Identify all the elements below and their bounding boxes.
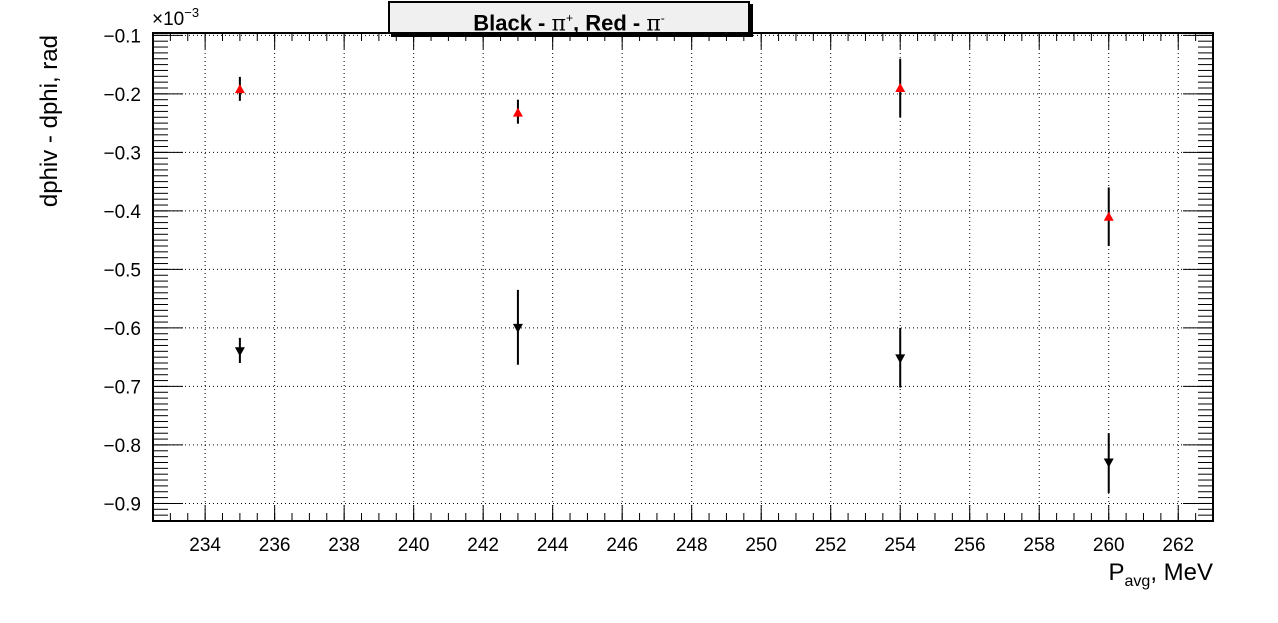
x-tick-label: 262 xyxy=(1162,535,1194,556)
axis-ticks xyxy=(152,33,1214,521)
x-tick-label: 250 xyxy=(745,535,777,556)
data-point-red xyxy=(895,83,906,93)
y-tick-label: −0.1 xyxy=(103,26,141,47)
plot-frame xyxy=(152,32,1214,522)
data-point-black xyxy=(234,347,245,357)
y-tick-label: −0.9 xyxy=(103,494,141,515)
x-tick-label: 244 xyxy=(537,535,569,556)
chart-title: Black - π+, Red - π- xyxy=(388,1,750,36)
x-tick-label: 246 xyxy=(606,535,638,556)
y-tick-label: −0.2 xyxy=(103,85,141,106)
data-point-red xyxy=(1103,211,1114,221)
grid-lines xyxy=(153,33,1213,521)
y-tick-label: −0.8 xyxy=(103,436,141,457)
x-tick-label: 240 xyxy=(398,535,430,556)
data-point-red xyxy=(234,84,245,94)
y-tick-labels: −0.1 −0.2 −0.3 −0.4 −0.5 −0.6 −0.7 −0.8 −0.9 xyxy=(103,26,141,515)
y-tick-label: −0.4 xyxy=(103,202,141,223)
y-tick-label: −0.5 xyxy=(103,260,141,281)
y-axis-title: dphiv - dphi, rad xyxy=(36,35,63,207)
data-point-red xyxy=(512,107,523,117)
y-tick-label: −0.7 xyxy=(103,377,141,398)
data-points xyxy=(234,58,1114,493)
data-point-black xyxy=(895,354,906,364)
x-tick-label: 238 xyxy=(328,535,360,556)
x-tick-label: 258 xyxy=(1023,535,1055,556)
x-tick-label: 252 xyxy=(815,535,847,556)
x-axis-title: Pavg, MeV xyxy=(1109,559,1214,590)
y-tick-label: −0.3 xyxy=(103,143,141,164)
x-tick-labels: 234 236 238 240 242 244 246 248 250 252 254 256 258 2… xyxy=(189,535,1194,556)
data-point-black xyxy=(512,323,523,333)
x-tick-label: 254 xyxy=(884,535,916,556)
x-tick-label: 260 xyxy=(1093,535,1125,556)
y-tick-label: −0.6 xyxy=(103,319,141,340)
y-exponent-label: ×10−3 xyxy=(152,5,199,30)
x-tick-label: 248 xyxy=(676,535,708,556)
x-tick-label: 236 xyxy=(259,535,291,556)
x-tick-label: 234 xyxy=(189,535,221,556)
x-tick-label: 242 xyxy=(467,535,499,556)
x-tick-label: 256 xyxy=(954,535,986,556)
data-point-black xyxy=(1103,458,1114,468)
